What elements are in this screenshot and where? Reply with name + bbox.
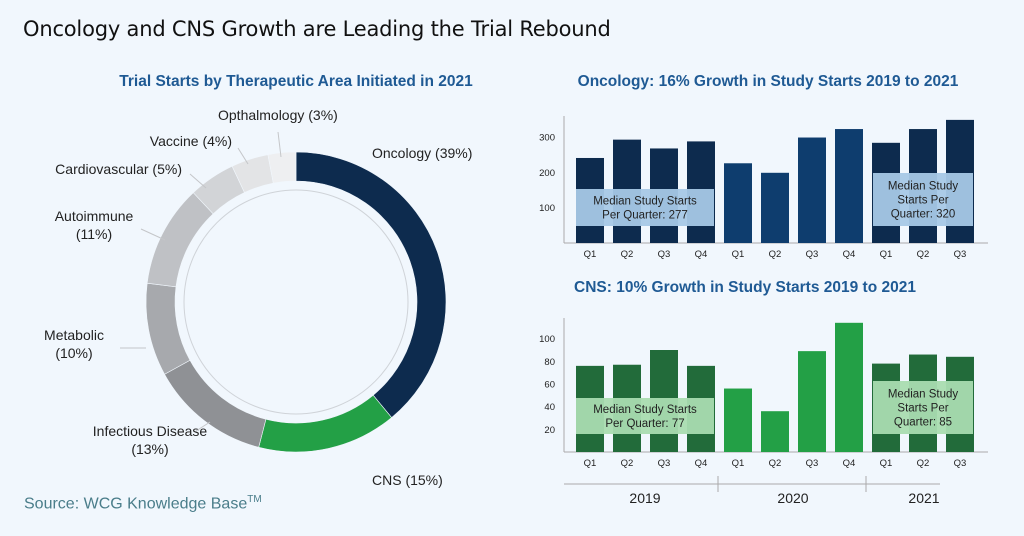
onc-quarter-label-4: Q1 (732, 249, 745, 260)
cns-quarter-label-1: Q2 (621, 458, 634, 469)
cns-bar-4 (724, 388, 752, 452)
onc-quarter-label-9: Q2 (917, 249, 930, 260)
oncology-bar-chart: Oncology: 16% Growth in Study Starts 201… (539, 73, 988, 260)
cns-ytick-3: 80 (544, 357, 555, 368)
donut-slice-3 (145, 282, 191, 375)
onc-quarter-label-8: Q1 (880, 249, 893, 260)
cns-quarter-label-2: Q3 (658, 458, 671, 469)
onc-annotation-box-0 (576, 189, 714, 226)
donut-label-7: Opthalmology (3%) (218, 107, 338, 123)
year-label-2019: 2019 (629, 490, 660, 506)
donut-label-0: Oncology (39%) (372, 145, 472, 161)
cns-bar-5 (761, 411, 789, 452)
onc-bar-6 (798, 137, 826, 243)
onc-bar-4 (724, 163, 752, 243)
cns-chart-title: CNS: 10% Growth in Study Starts 2019 to … (574, 279, 916, 296)
cns-quarter-label-4: Q1 (732, 458, 745, 469)
onc-quarter-label-0: Q1 (584, 249, 597, 260)
donut-leader-2 (195, 421, 211, 432)
donut-title: Trial Starts by Therapeutic Area Initiat… (119, 73, 473, 90)
onc-bar-7 (835, 129, 863, 243)
cns-quarter-label-5: Q2 (769, 458, 782, 469)
oncology-quarter-labels: Q1 Q2 Q3 Q4 Q1 Q2 Q3 Q4 Q1 Q2 Q3 (584, 249, 967, 260)
onc-ytick-2: 300 (539, 133, 555, 144)
oncology-annotations: Median Study Starts Per Quarter: 277 Media… (576, 173, 973, 226)
year-label-2021: 2021 (908, 490, 939, 506)
oncology-y-ticks: 100 200 300 (539, 133, 555, 215)
onc-bar-5 (761, 172, 789, 243)
cns-annotations: Median Study Starts Per Quarter: 77 Median… (576, 381, 973, 434)
cns-ytick-4: 100 (539, 334, 555, 345)
donut-chart: Trial Starts by Therapeutic Area Initiat… (44, 73, 473, 488)
onc-ytick-1: 200 (539, 168, 555, 179)
onc-quarter-label-1: Q2 (621, 249, 634, 260)
source-note: Source: WCG Knowledge BaseTM (24, 494, 262, 513)
cns-bar-chart: CNS: 10% Growth in Study Starts 2019 to … (539, 279, 988, 506)
donut-label-5: Cardiovascular (5%) (55, 161, 182, 177)
onc-quarter-label-2: Q3 (658, 249, 671, 260)
donut-label-3: Metabolic (10%) (44, 327, 104, 361)
cns-annotation-0: Median Study Starts Per Quarter: 77 (593, 404, 697, 430)
cns-annotation-box-1 (873, 381, 973, 434)
cns-quarter-label-0: Q1 (584, 458, 597, 469)
donut-labels: Oncology (39%) CNS (15%) Infectious Diseas… (44, 107, 472, 488)
donut-label-1: CNS (15%) (372, 472, 443, 488)
year-label-2020: 2020 (777, 490, 808, 506)
cns-annotation-box-0 (576, 398, 714, 434)
cns-bar-6 (798, 351, 826, 452)
donut-leader-4 (140, 228, 166, 241)
cns-quarter-label-3: Q4 (695, 458, 708, 469)
donut-leader-7 (277, 131, 282, 158)
onc-quarter-label-10: Q3 (954, 249, 967, 260)
onc-ytick-0: 100 (539, 203, 555, 214)
donut-leader-5 (189, 173, 207, 189)
page-title: Oncology and CNS Growth are Leading the … (23, 17, 611, 41)
cns-ytick-1: 40 (544, 402, 555, 413)
cns-quarter-label-8: Q1 (880, 458, 893, 469)
cns-quarter-label-7: Q4 (843, 458, 856, 469)
donut-slice-7 (267, 151, 297, 184)
donut-leader-6 (237, 147, 249, 165)
cns-ytick-0: 20 (544, 425, 555, 436)
onc-quarter-label-7: Q4 (843, 249, 856, 260)
donut-label-6: Vaccine (4%) (150, 133, 232, 149)
donut-slice-1 (258, 394, 393, 453)
donut-label-2: Infectious Disease (13%) (93, 423, 208, 457)
cns-y-ticks: 20 40 60 80 100 (539, 334, 555, 436)
onc-quarter-label-5: Q2 (769, 249, 782, 260)
donut-inner-ring (183, 189, 409, 415)
cns-quarter-label-9: Q2 (917, 458, 930, 469)
donut-label-4: Autoimmune (11%) (55, 208, 134, 242)
onc-annotation-0: Median Study Starts Per Quarter: 277 (593, 196, 697, 222)
cns-bar-7 (835, 322, 863, 452)
onc-annotation-box-1 (873, 173, 973, 226)
cns-quarter-labels: Q1 Q2 Q3 Q4 Q1 Q2 Q3 Q4 Q1 Q2 Q3 (584, 458, 967, 469)
cns-ytick-2: 60 (544, 380, 555, 391)
oncology-chart-title: Oncology: 16% Growth in Study Starts 201… (578, 73, 959, 90)
cns-quarter-label-10: Q3 (954, 458, 967, 469)
donut-slice-0 (295, 151, 447, 418)
source-text: Source: WCG Knowledge Base (24, 495, 248, 513)
cns-annotation-1: Median Study Starts Per Quarter: 85 (888, 389, 959, 429)
donut-slices (145, 151, 447, 453)
cns-quarter-label-6: Q3 (806, 458, 819, 469)
trademark-mark: TM (247, 494, 262, 505)
onc-quarter-label-3: Q4 (695, 249, 708, 260)
onc-annotation-1: Median Study Starts Per Quarter: 320 (888, 181, 959, 221)
onc-quarter-label-6: Q3 (806, 249, 819, 260)
